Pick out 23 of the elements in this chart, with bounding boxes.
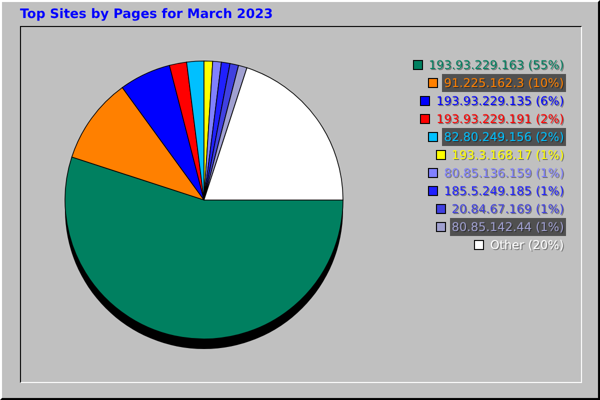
data-label: (1%) [536, 148, 564, 162]
data-label: (10%) [528, 76, 564, 90]
data-label: (1%) [536, 202, 564, 216]
legend-label: 193.93.229.163 [428, 58, 524, 72]
legend-label: 80.85.136.159 [444, 166, 532, 180]
data-label: (1%) [536, 184, 564, 198]
chart-title: Top Sites by Pages for March 2023 [20, 7, 273, 22]
legend-label: 193.3.168.17 [452, 148, 532, 162]
legend-label: 80.85.142.44 [452, 220, 532, 234]
legend-label: 193.93.229.135 [436, 94, 532, 108]
data-label: (2%) [536, 130, 564, 144]
legend-label: 20.84.67.169 [452, 202, 532, 216]
legend-label: 193.93.229.191 [436, 112, 532, 126]
data-label: (6%) [536, 94, 564, 108]
legend-label: 91.225.162.3 [444, 76, 524, 90]
data-label: (1%) [536, 166, 564, 180]
data-label: (1%) [536, 220, 564, 234]
data-label: (2%) [536, 112, 564, 126]
data-label: (20%) [528, 238, 564, 252]
legend-label: Other [490, 238, 524, 252]
data-label: (55%) [528, 58, 564, 72]
legend-label: 185.5.249.185 [444, 184, 532, 198]
legend-label: 82.80.249.156 [444, 130, 532, 144]
